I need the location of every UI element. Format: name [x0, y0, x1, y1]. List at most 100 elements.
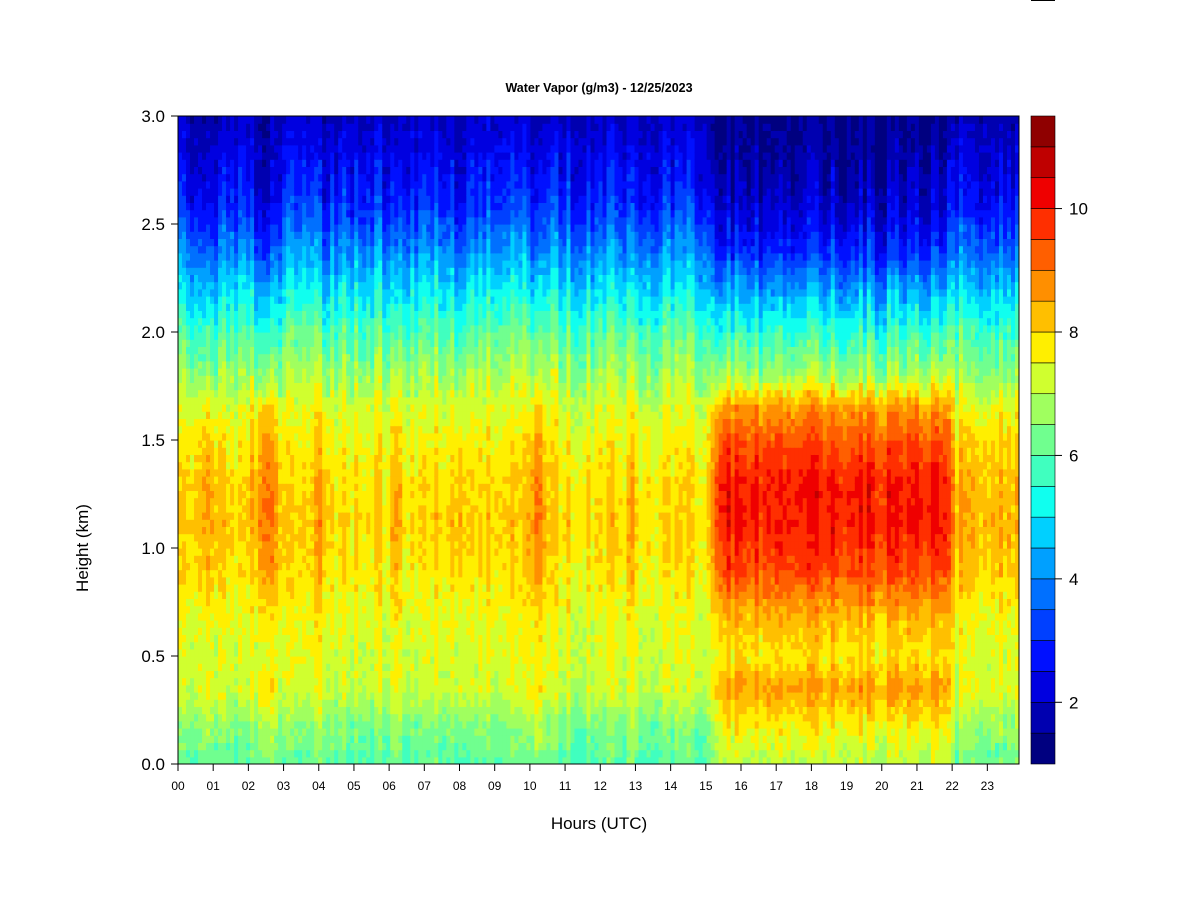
heatmap-cell [266, 267, 271, 275]
heatmap-cell [398, 440, 403, 448]
heatmap-cell [278, 714, 283, 722]
heatmap-cell [314, 591, 319, 599]
heatmap-cell [250, 476, 255, 484]
heatmap-cell [338, 361, 343, 369]
heatmap-cell [378, 289, 383, 297]
heatmap-cell [342, 577, 347, 585]
heatmap-cell [274, 318, 279, 326]
heatmap-cell [326, 627, 331, 635]
heatmap-cell [290, 663, 295, 671]
heatmap-cell [390, 541, 395, 549]
heatmap-cell [218, 692, 223, 700]
heatmap-cell [362, 116, 367, 124]
heatmap-cell [178, 757, 183, 765]
heatmap-cell [246, 433, 251, 441]
heatmap-cell [222, 663, 227, 671]
heatmap-cell [182, 368, 187, 376]
heatmap-cell [386, 375, 391, 383]
heatmap-cell [274, 195, 279, 203]
heatmap-cell [198, 735, 203, 743]
heatmap-cell [330, 750, 335, 758]
heatmap-cell [394, 174, 399, 182]
heatmap-cell [338, 750, 343, 758]
heatmap-cell [390, 282, 395, 290]
heatmap-cell [354, 469, 359, 477]
heatmap-cell [210, 202, 215, 210]
heatmap-cell [362, 397, 367, 405]
heatmap-cell [294, 145, 299, 153]
heatmap-cell [282, 462, 287, 470]
heatmap-cell [390, 750, 395, 758]
heatmap-cell [326, 548, 331, 556]
heatmap-cell [206, 433, 211, 441]
heatmap-cell [294, 368, 299, 376]
heatmap-cell [266, 318, 271, 326]
heatmap-cell [290, 620, 295, 628]
heatmap-cell [234, 397, 239, 405]
heatmap-cell [250, 750, 255, 758]
heatmap-cell [190, 274, 195, 282]
heatmap-cell [294, 325, 299, 333]
heatmap-cell [230, 246, 235, 254]
heatmap-cell [342, 656, 347, 664]
heatmap-cell [198, 130, 203, 138]
heatmap-cell [238, 397, 243, 405]
heatmap-cell [226, 325, 231, 333]
heatmap-cell [362, 195, 367, 203]
heatmap-cell [222, 519, 227, 527]
heatmap-cell [310, 663, 315, 671]
heatmap-cell [234, 469, 239, 477]
heatmap-cell [322, 541, 327, 549]
heatmap-cell [270, 318, 275, 326]
heatmap-cell [366, 462, 371, 470]
heatmap-cell [354, 426, 359, 434]
heatmap-cell [362, 145, 367, 153]
heatmap-cell [398, 642, 403, 650]
heatmap-cell [230, 231, 235, 239]
heatmap-cell [394, 627, 399, 635]
heatmap-cell [394, 519, 399, 527]
heatmap-cell [370, 505, 375, 513]
heatmap-cell [202, 670, 207, 678]
heatmap-cell [294, 339, 299, 347]
heatmap-cell [350, 692, 355, 700]
heatmap-cell [398, 721, 403, 729]
heatmap-cell [386, 498, 391, 506]
heatmap-cell [210, 224, 215, 232]
heatmap-cell [322, 418, 327, 426]
heatmap-cell [318, 462, 323, 470]
heatmap-cell [394, 469, 399, 477]
heatmap-cell [258, 562, 263, 570]
heatmap-cell [190, 418, 195, 426]
heatmap-cell [286, 246, 291, 254]
heatmap-cell [242, 310, 247, 318]
heatmap-cell [282, 706, 287, 714]
heatmap-cell [202, 188, 207, 196]
heatmap-cell [398, 577, 403, 585]
heatmap-cell [382, 260, 387, 268]
heatmap-cell [294, 750, 299, 758]
heatmap-cell [338, 318, 343, 326]
heatmap-cell [382, 692, 387, 700]
heatmap-cell [202, 174, 207, 182]
heatmap-cell [290, 361, 295, 369]
heatmap-cell [290, 721, 295, 729]
heatmap-cell [302, 375, 307, 383]
heatmap-cell [290, 174, 295, 182]
heatmap-cell [218, 418, 223, 426]
heatmap-cell [178, 174, 183, 182]
heatmap-cell [346, 181, 351, 189]
heatmap-cell [370, 390, 375, 398]
heatmap-cell [322, 469, 327, 477]
heatmap-cell [318, 757, 323, 765]
heatmap-cell [294, 426, 299, 434]
heatmap-cell [210, 526, 215, 534]
heatmap-cell [350, 116, 355, 124]
heatmap-cell [366, 483, 371, 491]
heatmap-cell [206, 706, 211, 714]
heatmap-cell [322, 289, 327, 297]
heatmap-cell [294, 634, 299, 642]
heatmap-cell [270, 541, 275, 549]
heatmap-cell [214, 620, 219, 628]
heatmap-cell [222, 642, 227, 650]
